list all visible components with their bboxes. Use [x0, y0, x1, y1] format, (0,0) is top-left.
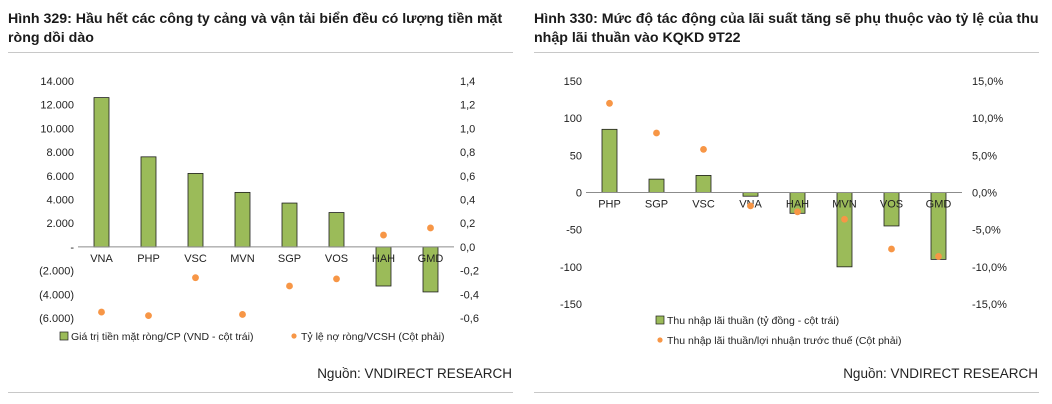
- category-label-vsc: VSC: [692, 199, 715, 211]
- legend-bar-label: Thu nhập lãi thuần (tỷ đồng - cột trái): [667, 315, 839, 327]
- left-axis-tick-label: 14.000: [40, 76, 74, 88]
- left-axis-tick-label: 50: [570, 150, 582, 162]
- left-axis-tick-label: 8.000: [46, 147, 74, 159]
- left-axis-tick-label: 12.000: [40, 100, 74, 112]
- legend-dot-label: Thu nhập lãi thuần/lợi nhuận trước thuế …: [667, 335, 901, 347]
- dot-gmd: [427, 224, 434, 232]
- dot-vna: [747, 202, 754, 210]
- category-label-vna: VNA: [90, 253, 113, 265]
- left-axis-tick-label: -150: [560, 299, 582, 311]
- dot-gmd: [935, 253, 942, 260]
- right-axis-tick-label: 1,0: [460, 123, 475, 135]
- figure-330-title: Hình 330: Mức độ tác động của lãi suất t…: [534, 11, 1039, 46]
- legend-bar-swatch: [59, 331, 69, 341]
- footer-divider: [534, 392, 1039, 393]
- right-axis-tick-label: 5,0%: [972, 150, 997, 162]
- right-axis-tick-label: 0,4: [460, 195, 475, 207]
- bar-vsc: [187, 173, 204, 248]
- bar-sgp: [281, 202, 298, 248]
- right-axis-tick-label: 0,2: [460, 218, 475, 230]
- category-label-mvn: MVN: [832, 199, 857, 211]
- dot-mvn: [841, 215, 848, 223]
- category-label-vos: VOS: [880, 199, 903, 211]
- left-axis-tick-label: (2.000): [39, 266, 74, 278]
- bar-sgp: [648, 178, 665, 193]
- dot-sgp: [653, 129, 660, 137]
- category-label-sgp: SGP: [278, 253, 301, 265]
- category-label-vos: VOS: [325, 253, 348, 265]
- left-axis-tick-label: -100: [560, 262, 582, 274]
- category-label-mvn: MVN: [230, 253, 255, 265]
- left-axis-tick-label: 10.000: [40, 123, 74, 135]
- dot-hah: [794, 208, 801, 216]
- net-cash-chart: 14.000 12.000 10.000 8.000 6.000 4.000 2.000 - (…: [39, 76, 479, 343]
- dot-vos: [333, 275, 340, 283]
- right-axis-tick-label: -10,0%: [972, 262, 1007, 274]
- title-divider: [8, 52, 513, 53]
- net-interest-income-chart: 150 100 50 0 -50 -100 -150 15,0% 10,0% 5,0% 0,0% -5…: [560, 76, 1007, 347]
- right-axis-tick-label: -5,0%: [972, 225, 1001, 237]
- right-axis-tick-label: -0,2: [460, 266, 479, 278]
- left-axis-tick-label: (4.000): [39, 289, 74, 301]
- figure-329-panel: Hình 329: Hầu hết các công ty cảng và vậ…: [4, 0, 516, 404]
- right-axis-tick-label: 0,0%: [972, 188, 997, 200]
- dot-vsc: [700, 145, 707, 153]
- category-label-hah: HAH: [372, 253, 395, 265]
- figure-330-panel: Hình 330: Mức độ tác động của lãi suất t…: [530, 0, 1042, 404]
- bar-vsc: [695, 175, 712, 193]
- right-axis-tick-label: -15,0%: [972, 299, 1007, 311]
- dot-vna: [98, 308, 105, 316]
- title-divider: [534, 52, 1039, 53]
- right-axis-tick-label: 0,8: [460, 147, 475, 159]
- legend-dot-swatch: [657, 337, 663, 343]
- left-axis-tick-label: -50: [566, 225, 582, 237]
- category-label-gmd: GMD: [926, 199, 952, 211]
- right-axis-tick-label: 0,6: [460, 171, 475, 183]
- left-axis-tick-label: (6.000): [39, 313, 74, 325]
- dot-vos: [888, 245, 895, 253]
- right-axis-tick-label: 10,0%: [972, 113, 1003, 125]
- right-axis-tick-label: 1,2: [460, 100, 475, 112]
- right-axis-tick-label: 1,4: [460, 76, 475, 88]
- right-axis-tick-label: -0,6: [460, 313, 479, 325]
- right-axis-tick-label: 15,0%: [972, 76, 1003, 88]
- category-label-hah: HAH: [786, 199, 809, 211]
- left-axis-tick-label: 4.000: [46, 195, 74, 207]
- dot-hah: [380, 231, 387, 239]
- category-label-sgp: SGP: [645, 199, 668, 211]
- dot-vsc: [192, 274, 199, 282]
- left-axis-tick-label: 2.000: [46, 218, 74, 230]
- left-axis-tick-label: -: [70, 242, 74, 254]
- bar-php: [601, 128, 618, 193]
- right-axis-tick-label: -0,4: [460, 289, 479, 301]
- category-label-gmd: GMD: [418, 253, 444, 265]
- right-axis-tick-label: 0,0: [460, 242, 475, 254]
- dot-php: [606, 99, 613, 107]
- left-axis-tick-label: 150: [564, 76, 582, 88]
- category-label-php: PHP: [137, 253, 160, 265]
- left-axis-tick-label: 6.000: [46, 171, 74, 183]
- left-axis-tick-label: 100: [564, 113, 582, 125]
- category-label-php: PHP: [598, 199, 621, 211]
- category-label-vsc: VSC: [184, 253, 207, 265]
- legend-dot-label: Tỷ lệ nợ ròng/VCSH (Cột phải): [301, 331, 444, 343]
- dot-sgp: [286, 282, 293, 290]
- left-axis-tick-label: 0: [576, 188, 582, 200]
- footer-divider: [8, 392, 513, 393]
- legend-bar-swatch: [655, 315, 665, 325]
- bar-vna: [93, 97, 110, 248]
- legend-bar-label: Giá trị tiền mặt ròng/CP (VND - cột trái…: [71, 331, 253, 343]
- figure-329-source: Nguồn: VNDIRECT RESEARCH: [317, 366, 512, 381]
- dot-php: [145, 312, 152, 320]
- bar-mvn: [234, 191, 251, 248]
- bar-php: [140, 156, 157, 248]
- dot-mvn: [239, 311, 246, 318]
- figure-329-title: Hình 329: Hầu hết các công ty cảng và vậ…: [8, 11, 503, 46]
- bar-vna: [742, 192, 759, 197]
- bar-vos: [328, 212, 345, 248]
- legend-dot-swatch: [291, 333, 297, 339]
- figure-330-source: Nguồn: VNDIRECT RESEARCH: [843, 366, 1038, 381]
